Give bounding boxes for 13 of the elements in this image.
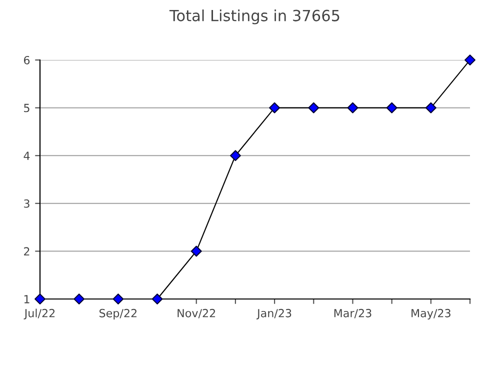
x-tick-label: Sep/22 [100,308,136,320]
x-tick-label: Mar/23 [334,308,372,318]
x-tick-label: Jan/23 [256,308,292,320]
x-tick-label: May/23 [412,308,450,320]
y-tick-label: 2 [24,247,30,256]
y-tick-label: 3 [24,199,30,208]
x-tick-label: Jul/22 [24,308,55,320]
y-tick-label: 5 [24,104,30,112]
y-tick-label: 6 [24,56,30,64]
chart-title: Total Listings in 37665 [169,10,340,24]
y-tick-label: 4 [24,152,30,160]
x-tick-label: Nov/22 [178,308,216,318]
y-tick-label: 1 [24,295,30,304]
